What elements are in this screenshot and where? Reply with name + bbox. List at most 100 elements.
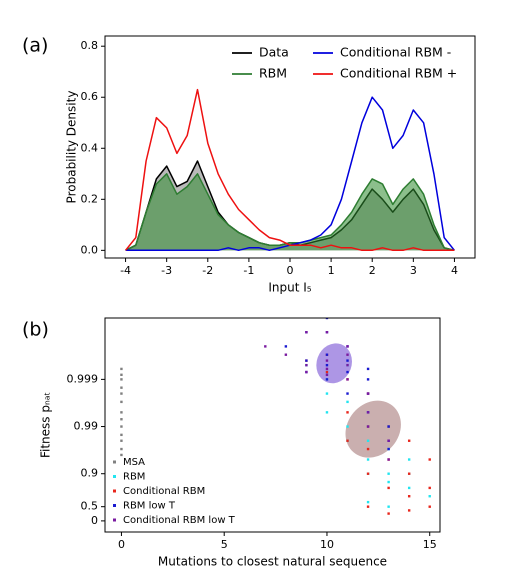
point [305,331,308,334]
legend-swatch [113,475,116,478]
plot-area [120,318,451,515]
point [387,447,390,451]
point [366,472,370,475]
point [346,411,349,414]
point [120,433,123,437]
point [366,500,370,504]
point [366,439,370,442]
x-tick-label: -3 [161,264,172,277]
panel-label: (b) [22,319,49,341]
point [325,331,329,334]
y-tick-label: 0.5 [81,500,99,513]
point [346,359,349,362]
point [325,318,329,320]
point [325,392,329,395]
x-tick-label: 0 [287,264,294,277]
point [449,501,451,503]
y-tick-label: 0.4 [81,141,99,154]
point [346,370,349,374]
point [325,411,329,414]
point [325,370,329,374]
point [366,458,370,461]
point [120,386,123,389]
legend-label: Conditional RBM low T [123,515,236,526]
x-tick-label: 5 [221,538,228,551]
y-axis-label: Fitness pₙₐₜ [39,392,53,458]
x-tick-label: -1 [243,264,254,277]
point [346,400,349,404]
point [346,392,349,395]
point [325,378,329,381]
point [387,458,390,461]
point [325,353,329,356]
area [125,173,455,251]
x-tick-label: 15 [423,538,437,551]
point [120,400,123,404]
x-tick-label: 0 [118,538,125,551]
ellipse [316,343,352,384]
x-axis-label: Input I₅ [268,281,311,295]
point [346,363,349,367]
point [387,512,390,515]
point [120,418,123,421]
point [120,411,123,414]
x-axis-label: Mutations to closest natural sequence [158,555,387,569]
point [428,486,431,490]
point [366,378,370,381]
point [305,359,308,362]
point [120,447,123,451]
legend-label: Conditional RBM [123,486,205,497]
point [387,505,390,508]
point [325,367,329,371]
y-axis-label: Probability Density [65,91,79,204]
y-tick-label: 0.0 [81,243,99,256]
point [120,378,123,381]
point [284,353,288,356]
plot-area [125,88,455,252]
point [387,472,390,475]
point [407,458,411,461]
point [407,509,411,512]
point [120,367,123,371]
x-tick-label: 2 [369,264,376,277]
legend-swatch [113,518,116,522]
point [346,425,349,428]
point [346,439,349,442]
point [387,486,390,490]
point [428,505,431,508]
point [428,458,431,461]
point [407,486,411,490]
axes-frame [104,35,476,259]
x-tick-label: 10 [320,538,334,551]
y-tick-label: 0.2 [81,192,99,205]
point [346,378,349,381]
y-tick-label: 0.6 [81,90,99,103]
point [366,411,370,414]
ellipse [345,400,401,458]
point [346,353,349,356]
point [407,472,411,475]
x-tick-label: -4 [120,264,131,277]
point [428,495,431,498]
point [120,453,123,457]
legend-label: Conditional RBM - [340,45,451,60]
line [125,173,455,252]
point [387,439,390,442]
y-tick-label: 0 [91,514,98,527]
point [305,370,308,374]
point [325,373,329,377]
point [325,359,329,362]
point [120,392,123,395]
legend-label: RBM [123,472,145,483]
point [366,425,370,428]
legend-label: MSA [123,457,145,468]
y-tick-label: 0.999 [67,372,99,385]
point [387,425,390,428]
legend-label: RBM [259,66,287,81]
line [125,88,455,252]
panel-label: (a) [22,35,48,57]
point [407,495,411,498]
point [120,439,123,442]
point [449,473,451,475]
